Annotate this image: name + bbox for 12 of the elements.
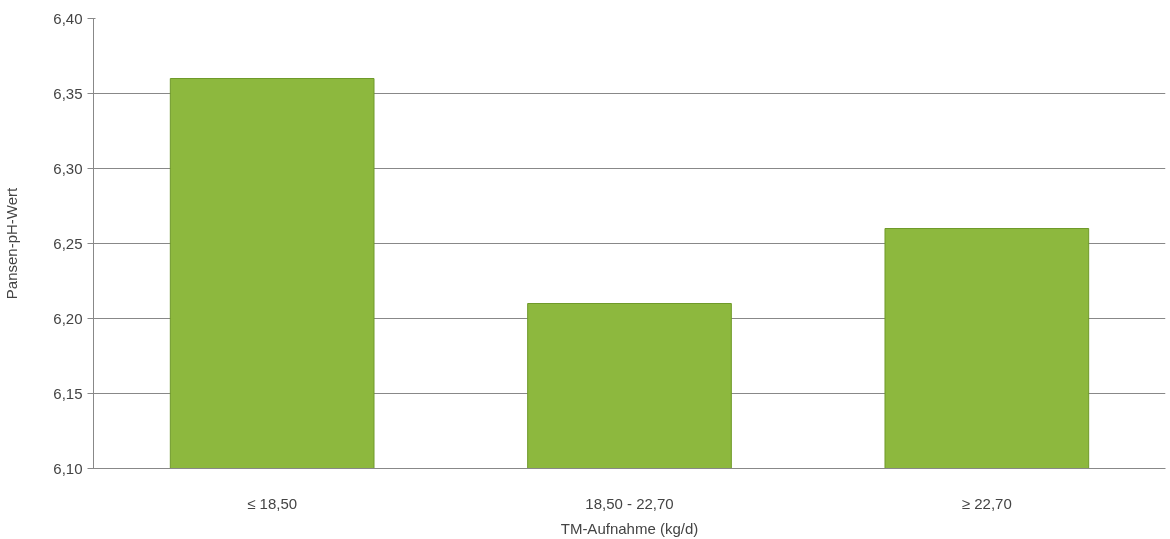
y-tick-label: 6,15 xyxy=(53,384,83,402)
x-tick-label: ≤ 18,50 xyxy=(247,494,298,512)
x-axis-title: TM-Aufnahme (kg/d) xyxy=(560,519,699,537)
y-tick-label: 6,25 xyxy=(53,234,83,252)
y-tick-label: 6,40 xyxy=(53,9,83,27)
y-axis-title: Pansen-pH-Wert xyxy=(3,186,21,300)
y-tick-label: 6,30 xyxy=(53,159,83,177)
y-tick-label: 6,20 xyxy=(53,309,83,327)
y-tick-label: 6,35 xyxy=(53,84,83,102)
x-tick-label: ≥ 22,70 xyxy=(961,494,1012,512)
y-tick-label: 6,10 xyxy=(53,459,83,477)
x-tick-label: 18,50 - 22,70 xyxy=(585,494,674,512)
